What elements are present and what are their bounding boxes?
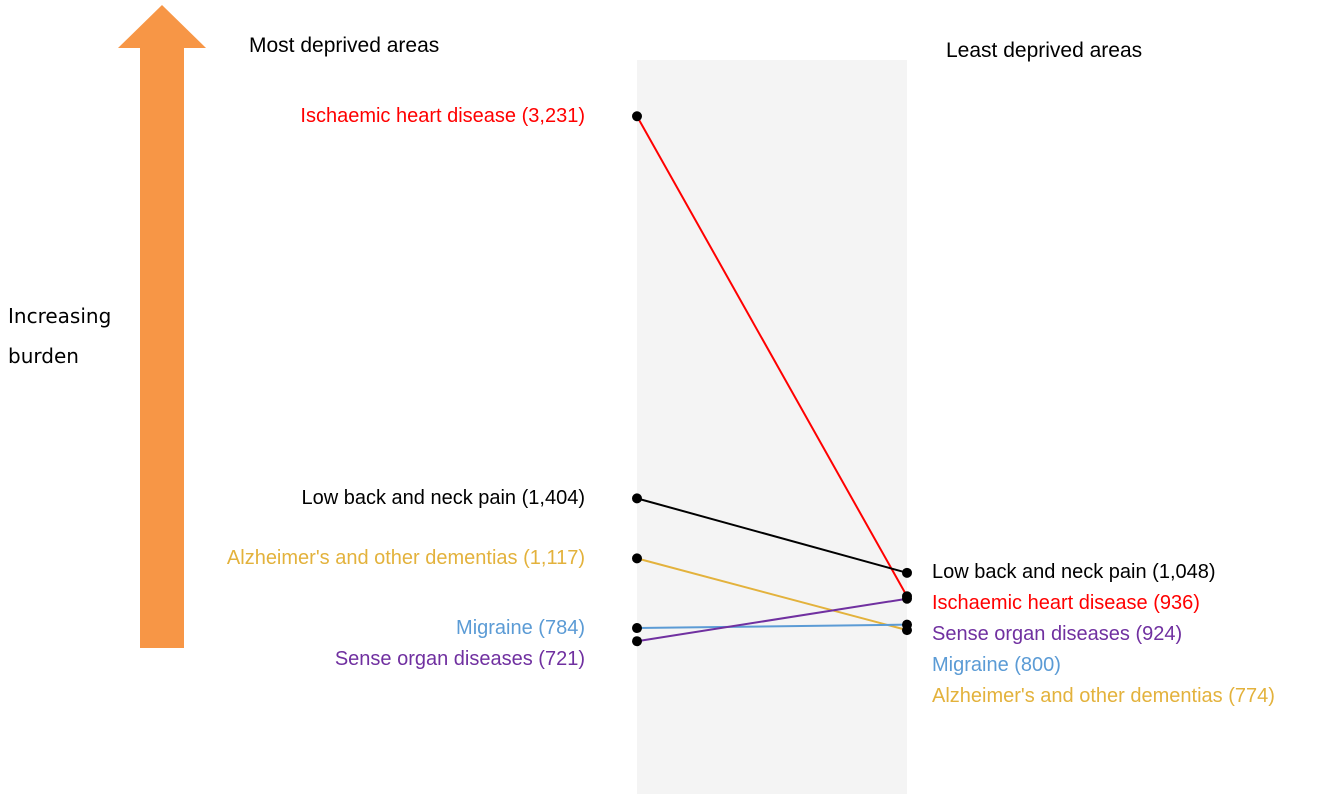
series-label: Alzheimer's and other dementias (1,117) — [190, 543, 585, 574]
dot — [632, 493, 642, 504]
value-label: (784) — [538, 616, 585, 639]
arrow-shaft — [140, 48, 184, 648]
series-name: Sense organ diseases — [334, 647, 533, 670]
annotation: Increasing burden — [8, 304, 112, 368]
dot — [632, 553, 642, 564]
value-label: (1,404) — [521, 486, 585, 509]
series-name: Low back and neck pain — [932, 561, 1147, 584]
series-label: Low back and neck pain (1,404) — [190, 483, 585, 514]
dot — [902, 619, 912, 630]
series-label: Migraine (784) — [190, 613, 585, 644]
value-label: (936) — [1153, 592, 1200, 615]
value-label: (800) — [1014, 654, 1061, 677]
value-label: (721) — [538, 647, 585, 670]
dot — [632, 636, 642, 647]
value-label: (924) — [1135, 623, 1183, 646]
value-label: (1,117) — [523, 546, 585, 569]
series-label: Sense organ diseases (721) — [190, 644, 585, 675]
series-label: Low back and neck pain (1,048) — [932, 557, 1327, 588]
series-name: Alzheimer's and other dementias — [226, 546, 518, 569]
right-title: Least deprived areas — [946, 39, 1143, 62]
value-label: (1,048) — [1152, 561, 1216, 584]
value-label: (3,231) — [521, 104, 585, 127]
band — [637, 60, 907, 794]
dot — [902, 593, 912, 604]
slope-line — [636, 115, 908, 597]
series-name: Migraine — [932, 654, 1009, 677]
series-name: Alzheimer's and other dementias — [932, 685, 1223, 708]
series-label: Alzheimer's and other dementias (774) — [932, 681, 1327, 712]
series-name: Sense organ diseases — [932, 623, 1130, 646]
series-label: Ischaemic heart disease (936) — [932, 588, 1327, 619]
series-label: Ischaemic heart disease (3,231) — [190, 101, 585, 132]
series-label: Sense organ diseases (924) — [932, 619, 1327, 650]
series-name: Ischaemic heart disease — [300, 104, 517, 127]
slope-line — [636, 497, 908, 574]
left-title: Most deprived areas — [249, 34, 440, 57]
dot — [632, 111, 642, 122]
value-label: (774) — [1228, 685, 1275, 708]
arrow-head — [118, 5, 206, 48]
dot — [902, 567, 912, 578]
dot — [632, 623, 642, 634]
slope-line — [636, 623, 908, 630]
series-name: Migraine — [456, 616, 533, 639]
series-label: Migraine (800) — [932, 650, 1327, 681]
slope-line — [636, 557, 908, 632]
series-name: Ischaemic heart disease — [932, 592, 1148, 615]
slope-line — [636, 597, 908, 643]
series-name: Low back and neck pain — [301, 486, 517, 509]
